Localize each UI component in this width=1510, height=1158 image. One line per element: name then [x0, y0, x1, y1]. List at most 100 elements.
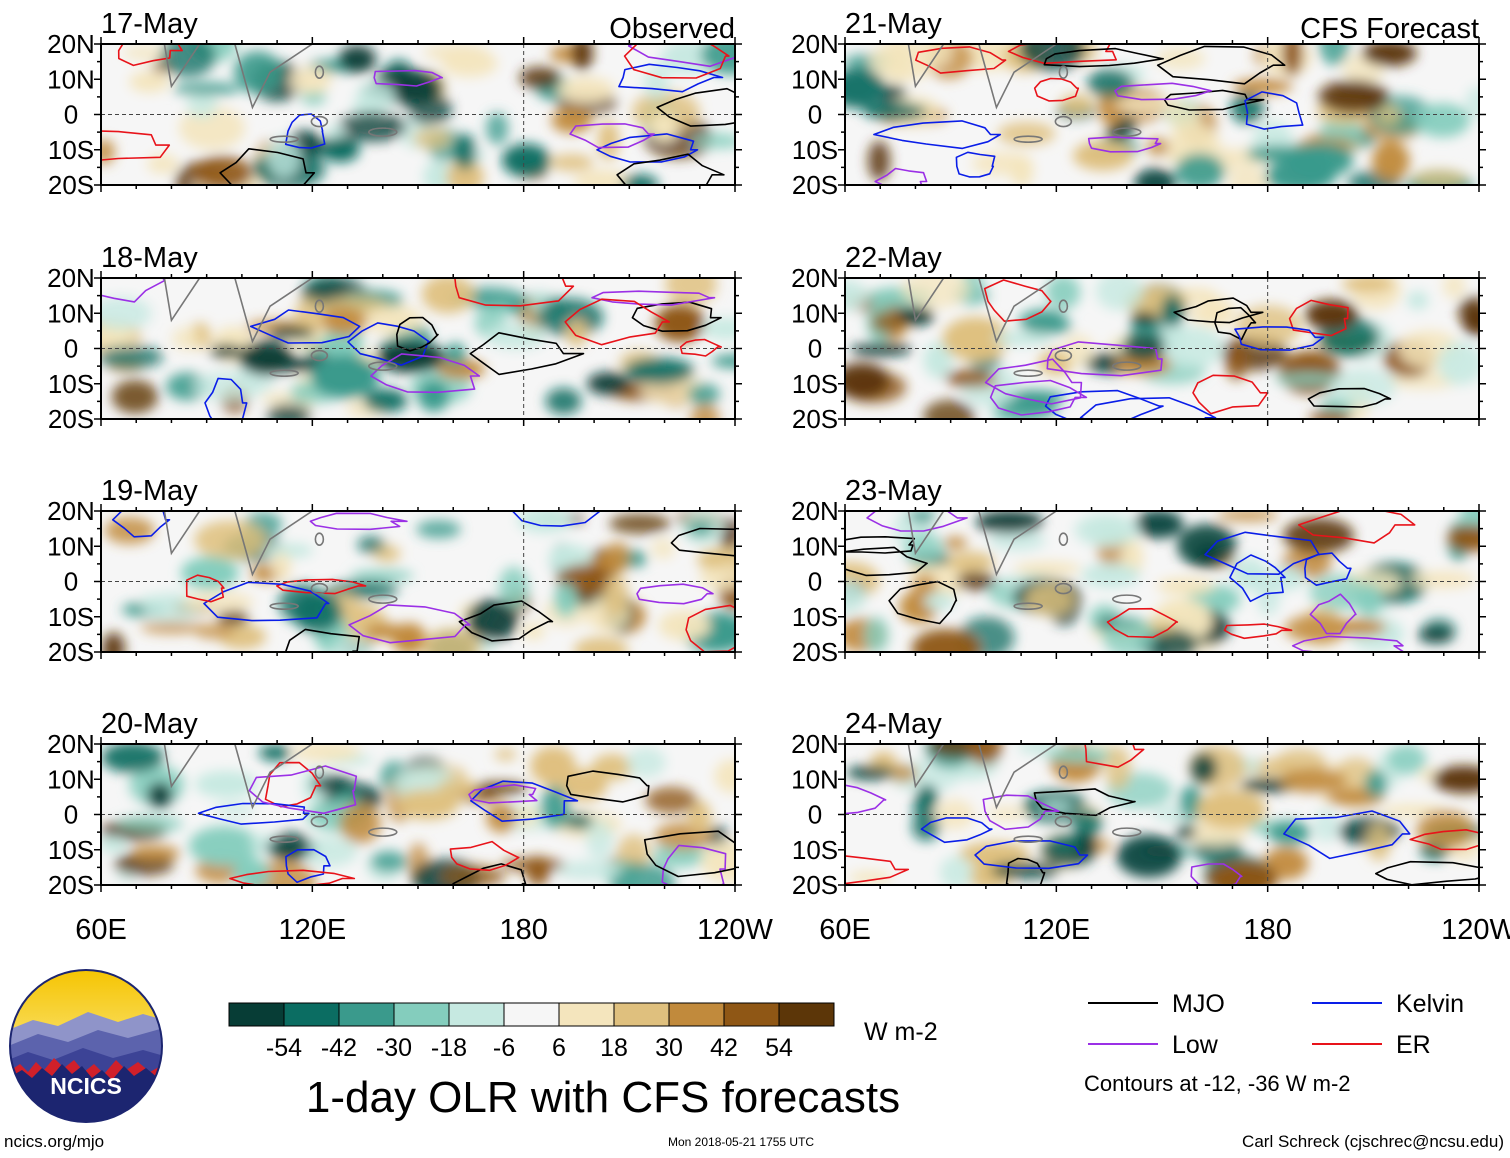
y-tick-label: 20S: [792, 404, 838, 434]
olr-blob: [1045, 278, 1081, 310]
contour-legend: MJO Kelvin Low ER Contours at -12, -36 W m-2: [1084, 990, 1464, 1096]
y-tick-label: 0: [64, 567, 78, 597]
olr-blob: [947, 551, 995, 573]
olr-blob: [485, 112, 509, 145]
olr-blob: [172, 82, 241, 96]
olr-blob: [849, 871, 893, 884]
y-tick-label: 10N: [47, 298, 95, 328]
footer-url[interactable]: ncics.org/mjo: [4, 1132, 105, 1151]
observed-label: Observed: [609, 13, 735, 45]
panel-23-May: 20N 10N 0 10S 20S 23-May: [791, 475, 1486, 667]
olr-blob: [631, 91, 700, 132]
olr-blob: [1437, 341, 1479, 386]
olr-blob: [850, 343, 913, 356]
contour-Kelvin: [1044, 389, 1164, 419]
colorbar-tick: 6: [552, 1034, 566, 1062]
olr-blob: [289, 67, 332, 94]
contour-ER: [1106, 607, 1179, 639]
contour-Low: [636, 583, 714, 605]
contour-MJO: [458, 600, 554, 642]
olr-blob: [446, 159, 484, 185]
olr-blob: [901, 278, 971, 309]
olr-blob: [421, 628, 482, 652]
x-tick-label: 120E: [1022, 914, 1090, 946]
olr-blob: [943, 536, 968, 550]
olr-blob: [654, 304, 706, 342]
x-tick-label: 180: [1243, 914, 1291, 946]
contour-Low: [468, 784, 538, 804]
olr-blob: [1341, 278, 1394, 293]
contour-Kelvin: [618, 63, 724, 93]
colorbar-swatch: [558, 1002, 615, 1027]
olr-blob: [1133, 511, 1184, 539]
olr-blob: [549, 153, 594, 172]
y-tick-label: 10N: [791, 531, 839, 561]
olr-blob: [1217, 511, 1279, 522]
contour-Kelvin: [112, 511, 171, 538]
olr-blob: [701, 841, 735, 883]
olr-blob: [888, 764, 918, 782]
olr-blob: [363, 304, 425, 336]
olr-blob: [554, 582, 577, 618]
olr-blob: [626, 747, 666, 778]
olr-blob: [194, 623, 234, 639]
olr-blob: [1196, 790, 1267, 829]
panel-date-label: 24-May: [845, 708, 942, 740]
olr-blob: [104, 517, 155, 545]
y-tick-label: 20N: [47, 496, 95, 526]
olr-blob: [101, 296, 152, 331]
olr-blob: [194, 520, 267, 560]
olr-blob: [1409, 571, 1476, 589]
panel-21-May: 20N 10N 0 10S 20S 21-May CFS Forecast: [791, 8, 1486, 200]
olr-blob: [1334, 619, 1387, 636]
contour-Low: [591, 290, 716, 306]
olr-blob: [339, 803, 382, 844]
contour-MJO: [1156, 45, 1286, 85]
legend-label-ER: ER: [1396, 1031, 1431, 1059]
olr-blob: [548, 544, 593, 571]
contour-MJO: [469, 332, 585, 376]
y-tick-label: 20S: [48, 637, 94, 667]
olr-blob: [217, 610, 249, 626]
x-tick-label: 60E: [819, 914, 871, 946]
contour-Low: [1046, 341, 1163, 377]
y-tick-label: 10S: [792, 135, 838, 165]
panels-layer: 20N 10N 0 10S 20S 17-May Observed 20N 10N 0 10S 20S…: [47, 8, 1510, 946]
olr-blob: [111, 379, 159, 414]
olr-blob: [321, 136, 360, 163]
x-tick-label: 60E: [75, 914, 127, 946]
olr-blob: [699, 564, 735, 591]
olr-blob: [101, 324, 135, 348]
olr-blob: [1284, 614, 1351, 643]
olr-blob: [1230, 556, 1267, 590]
olr-blob: [233, 858, 270, 885]
contour-MJO: [565, 770, 650, 803]
panel-date-label: 23-May: [845, 475, 942, 507]
colorbar-tick: -54: [266, 1034, 302, 1062]
contour-MJO: [452, 863, 527, 885]
olr-field: [845, 278, 1479, 419]
olr-blob: [904, 532, 945, 567]
coastlines: [907, 44, 1142, 143]
coastlines: [163, 278, 398, 377]
olr-blob: [337, 111, 407, 142]
olr-blob: [939, 855, 974, 885]
olr-blob: [1199, 296, 1235, 328]
olr-blob: [643, 67, 670, 100]
olr-blob: [441, 49, 498, 78]
olr-blob: [1116, 834, 1182, 878]
olr-field: [845, 44, 1479, 185]
olr-blob: [714, 759, 735, 793]
contour-Kelvin: [955, 151, 996, 178]
colorbar-swatch: [338, 1002, 395, 1027]
y-tick-label: 0: [64, 334, 78, 364]
olr-blob: [1095, 278, 1144, 311]
olr-blob: [545, 387, 582, 415]
olr-blob: [975, 511, 1044, 534]
contour-ER: [1084, 744, 1145, 768]
olr-blob: [1371, 140, 1410, 181]
olr-blob: [1432, 765, 1479, 794]
olr-blob: [1282, 44, 1303, 76]
olr-blob: [194, 770, 258, 798]
